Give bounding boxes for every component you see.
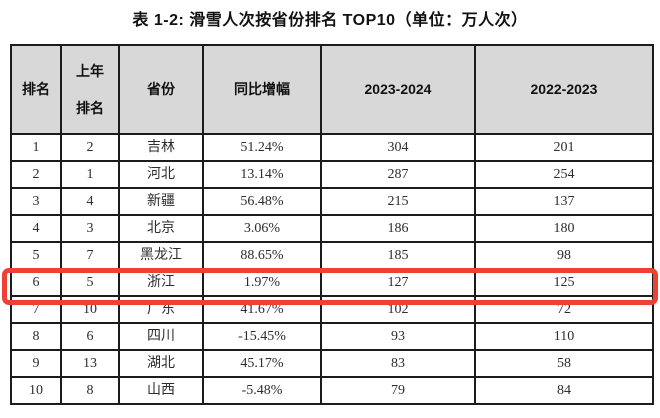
table-cell: 吉林 — [118, 133, 204, 162]
table-cell: 3 — [10, 187, 62, 216]
table-cell: 4 — [60, 187, 120, 216]
table-cell: 7 — [60, 241, 120, 270]
table-cell: 9 — [10, 349, 62, 378]
table-cell: -15.45% — [202, 322, 322, 351]
table-cell: 3 — [60, 214, 120, 243]
table-cell: 180 — [474, 214, 654, 243]
table-cell: 125 — [474, 268, 654, 297]
table-cell: 186 — [320, 214, 476, 243]
table-row: 7 10 广东 41.67% 102 72 — [10, 295, 654, 324]
table-cell: 304 — [320, 133, 476, 162]
table-cell: 58 — [474, 349, 654, 378]
table-title: 表 1-2: 滑雪人次按省份排名 TOP10（单位：万人次） — [132, 12, 528, 29]
table-cell: -5.48% — [202, 376, 322, 405]
col-header-yoy-growth: 同比增幅 — [202, 44, 322, 135]
table-cell: 8 — [10, 322, 62, 351]
table-cell: 56.48% — [202, 187, 322, 216]
col-header-2023-2024: 2023-2024 — [320, 44, 476, 135]
header-row: 排名 上年 排名 省份 同比增幅 2023-2024 2022-2023 — [10, 44, 654, 135]
table-cell: 3.06% — [202, 214, 322, 243]
table-cell: 黑龙江 — [118, 241, 204, 270]
table-cell: 10 — [60, 295, 120, 324]
table-cell: 北京 — [118, 214, 204, 243]
table-cell: 浙江 — [118, 268, 204, 297]
col-header-province: 省份 — [118, 44, 204, 135]
table-header: 排名 上年 排名 省份 同比增幅 2023-2024 2022-2023 — [10, 44, 654, 135]
table-cell: 7 — [10, 295, 62, 324]
table-cell: 6 — [60, 322, 120, 351]
table-row: 9 13 湖北 45.17% 83 58 — [10, 349, 654, 378]
table-cell: 四川 — [118, 322, 204, 351]
table-cell: 102 — [320, 295, 476, 324]
table-cell: 215 — [320, 187, 476, 216]
table-row: 10 8 山西 -5.48% 79 84 — [10, 376, 654, 405]
table-cell: 79 — [320, 376, 476, 405]
table-cell: 2 — [60, 133, 120, 162]
table-cell: 2 — [10, 160, 62, 189]
table-cell: 广东 — [118, 295, 204, 324]
table-cell: 新疆 — [118, 187, 204, 216]
table-cell: 98 — [474, 241, 654, 270]
col-header-rank: 排名 — [10, 44, 62, 135]
table-row: 4 3 北京 3.06% 186 180 — [10, 214, 654, 243]
table-cell: 254 — [474, 160, 654, 189]
table-row: 3 4 新疆 56.48% 215 137 — [10, 187, 654, 216]
table-cell: 1 — [10, 133, 62, 162]
table-cell: 10 — [10, 376, 62, 405]
table-row: 5 7 黑龙江 88.65% 185 98 — [10, 241, 654, 270]
table-cell: 8 — [60, 376, 120, 405]
table-cell: 83 — [320, 349, 476, 378]
table-row: 6 5 浙江 1.97% 127 125 — [10, 268, 654, 297]
table-cell: 127 — [320, 268, 476, 297]
table-row: 1 2 吉林 51.24% 304 201 — [10, 133, 654, 162]
table-cell: 41.67% — [202, 295, 322, 324]
table-cell: 88.65% — [202, 241, 322, 270]
table-cell: 湖北 — [118, 349, 204, 378]
table-row: 2 1 河北 13.14% 287 254 — [10, 160, 654, 189]
table-cell: 137 — [474, 187, 654, 216]
table-cell: 山西 — [118, 376, 204, 405]
col-header-2022-2023: 2022-2023 — [474, 44, 654, 135]
table-cell: 1.97% — [202, 268, 322, 297]
table-cell: 13.14% — [202, 160, 322, 189]
table-cell: 287 — [320, 160, 476, 189]
table-cell: 93 — [320, 322, 476, 351]
table-cell: 110 — [474, 322, 654, 351]
table-cell: 河北 — [118, 160, 204, 189]
table-cell: 6 — [10, 268, 62, 297]
table-cell: 84 — [474, 376, 654, 405]
col-header-prev-rank: 上年 排名 — [60, 44, 120, 135]
table-cell: 1 — [60, 160, 120, 189]
table-cell: 5 — [10, 241, 62, 270]
table-body: 1 2 吉林 51.24% 304 201 2 1 河北 13.14% 287 254 3 4 新疆 56.4… — [10, 133, 654, 405]
table-cell: 51.24% — [202, 133, 322, 162]
table-cell: 13 — [60, 349, 120, 378]
table-cell: 185 — [320, 241, 476, 270]
table-row: 8 6 四川 -15.45% 93 110 — [10, 322, 654, 351]
table-cell: 201 — [474, 133, 654, 162]
table-cell: 72 — [474, 295, 654, 324]
table-cell: 5 — [60, 268, 120, 297]
table-cell: 45.17% — [202, 349, 322, 378]
table-cell: 4 — [10, 214, 62, 243]
